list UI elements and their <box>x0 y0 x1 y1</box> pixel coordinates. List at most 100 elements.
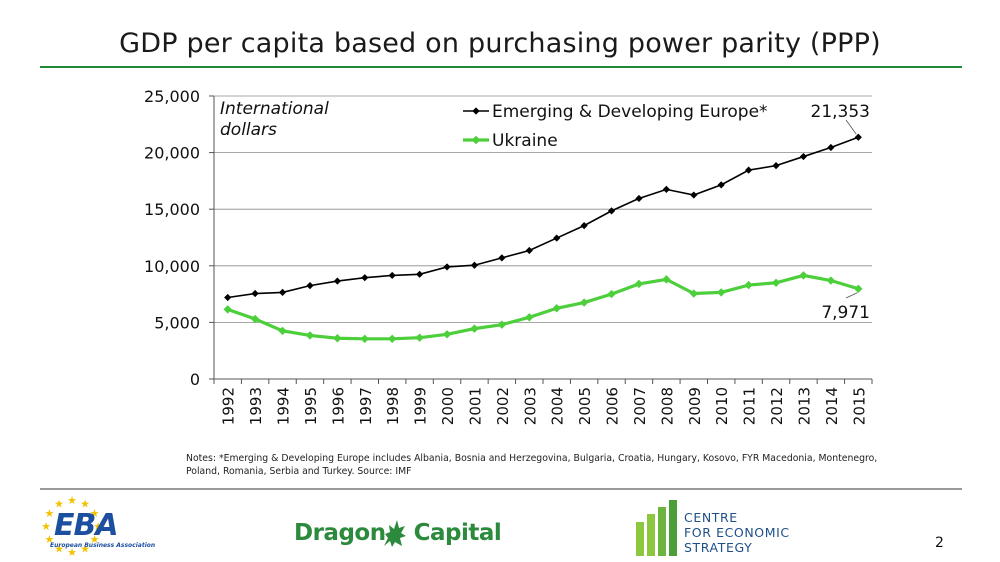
eba-logo: ★ ★★★★★★★★★★★ <box>41 496 103 558</box>
data-point <box>634 279 644 289</box>
x-tick-label: 2015 <box>850 387 868 425</box>
ces-logo-text: CENTRE FOR ECONOMIC STRATEGY <box>684 510 790 555</box>
dragon-logo-word-right: Capital <box>413 520 502 546</box>
data-point <box>497 320 507 329</box>
data-point <box>799 271 808 280</box>
data-point <box>689 289 698 298</box>
x-tick-label: 2014 <box>823 387 841 425</box>
star-icon: ★ <box>90 507 100 520</box>
legend-label: Ukraine <box>492 131 558 151</box>
data-point <box>388 334 397 344</box>
star-icon: ★ <box>67 546 77 558</box>
data-point <box>250 314 260 324</box>
data-point <box>442 330 452 339</box>
y-tick-label: 5,000 <box>154 313 200 332</box>
x-tick-label: 2013 <box>795 387 813 425</box>
annotations: International dollars 21,353 7,971 <box>220 99 870 323</box>
legend: Emerging & Developing Europe* Ukraine <box>463 102 768 151</box>
x-tick-label: 1994 <box>275 387 293 425</box>
eba-star-ring: ★ ★★★★★★★★★★★ <box>41 496 103 558</box>
unit-label: International dollars <box>220 99 329 140</box>
data-point <box>799 152 808 161</box>
x-tick-label: 2012 <box>768 387 786 425</box>
x-tick-label: 1992 <box>220 387 238 425</box>
data-point <box>717 181 725 189</box>
data-point <box>717 288 726 297</box>
data-point <box>278 326 287 336</box>
data-point <box>745 166 753 174</box>
data-point <box>251 289 259 298</box>
gridlines <box>214 95 872 323</box>
x-tick-label: 2005 <box>576 387 594 425</box>
data-point <box>525 246 533 255</box>
data-point <box>772 162 780 170</box>
page-title: GDP per capita based on purchasing power… <box>119 28 881 59</box>
x-tick-label: 1993 <box>247 387 265 425</box>
x-axis-ticks: 1992 1993 1994 1995 1996 1997 1998 1999 2000 2001… <box>213 379 873 425</box>
x-tick-label: 2010 <box>713 387 731 425</box>
star-icon: ★ <box>45 533 55 546</box>
data-point <box>223 305 232 314</box>
data-point <box>278 288 287 297</box>
data-point <box>470 324 479 333</box>
data-point <box>607 207 616 215</box>
data-point <box>306 282 314 290</box>
data-point <box>662 185 670 193</box>
eba-logo-text: EBA <box>54 508 119 543</box>
end-value-label: 21,353 <box>811 102 870 122</box>
data-point <box>579 298 589 307</box>
data-point <box>470 261 479 269</box>
star-icon: ★ <box>80 497 90 510</box>
star-icon: ★ <box>54 543 64 556</box>
page-number: 2 <box>935 535 944 551</box>
ces-bars-icon <box>636 500 677 556</box>
dragon-icon <box>384 520 406 547</box>
x-tick-label: 2001 <box>466 387 484 425</box>
eba-logo-subtitle: European Business Association <box>50 542 156 549</box>
data-point <box>854 133 862 141</box>
y-tick-label: 10,000 <box>144 257 200 276</box>
dragon-capital-logo: Dragon Capital <box>294 520 502 546</box>
x-tick-label: 1999 <box>412 387 430 425</box>
data-point <box>498 254 506 262</box>
title-divider <box>40 66 962 68</box>
data-point <box>333 334 342 343</box>
legend-label: Emerging & Developing Europe* <box>492 102 768 122</box>
star-icon: ★ <box>45 507 55 520</box>
x-tick-label: 2000 <box>439 387 457 425</box>
legend-swatch-marker <box>471 135 481 145</box>
data-point <box>635 194 643 203</box>
star-icon: ★ <box>90 533 100 546</box>
data-point <box>827 143 835 152</box>
x-tick-label: 1995 <box>302 387 320 425</box>
series-line <box>227 273 859 341</box>
end-value-label: 7,971 <box>821 303 870 323</box>
data-point <box>415 333 424 342</box>
data-point <box>333 277 341 285</box>
x-tick-label: 1997 <box>357 387 375 425</box>
star-icon: ★ <box>41 520 51 533</box>
footer-divider <box>40 488 962 490</box>
data-point <box>224 293 232 302</box>
x-tick-label: 1996 <box>329 387 347 425</box>
x-tick-label: 2003 <box>521 387 539 425</box>
data-point <box>553 234 561 242</box>
data-point <box>744 280 753 290</box>
data-point <box>607 289 616 299</box>
series-line <box>227 136 859 299</box>
ces-line: STRATEGY <box>684 540 753 555</box>
x-tick-label: 2009 <box>686 387 704 425</box>
leader-line <box>845 119 857 135</box>
data-point <box>580 222 588 230</box>
star-icon: ★ <box>93 520 103 533</box>
data-point <box>416 270 424 278</box>
x-tick-label: 2011 <box>741 387 759 425</box>
dragon-logo-word-left: Dragon <box>294 520 386 546</box>
chart-notes: Notes: *Emerging & Developing Europe inc… <box>186 453 878 477</box>
data-point <box>662 275 671 284</box>
data-point <box>771 278 781 287</box>
x-tick-label: 1998 <box>384 387 402 425</box>
data-point <box>552 304 561 313</box>
star-icon: ★ <box>67 496 77 507</box>
